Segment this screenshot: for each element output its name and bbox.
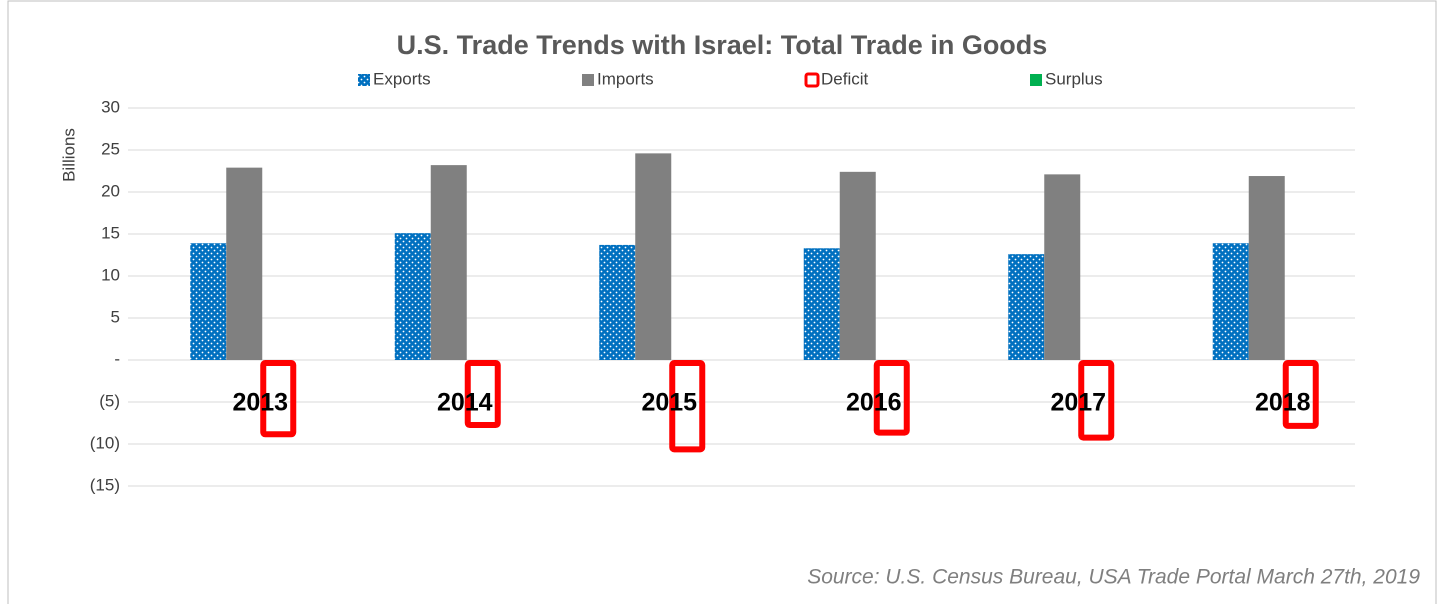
x-tick-label: 2014	[437, 389, 493, 417]
y-tick-label: -	[114, 349, 120, 368]
bar	[873, 360, 910, 436]
source: Source: U.S. Census Bureau, USA Trade Po…	[807, 566, 1420, 589]
bar	[1044, 174, 1081, 360]
y-tick-label: 25	[101, 139, 120, 158]
y-tick-label: (5)	[99, 391, 120, 410]
bar	[1248, 176, 1285, 360]
legend-marker	[804, 72, 820, 88]
bar	[190, 243, 227, 360]
legend-marker	[358, 74, 370, 86]
bar	[226, 167, 263, 360]
y-tick-label: (10)	[90, 433, 120, 452]
bar	[430, 165, 467, 360]
legend-marker	[582, 74, 594, 86]
x-tick-label: 2017	[1050, 389, 1106, 417]
x-tick-label: 2013	[232, 389, 288, 417]
y-tick-label: 15	[101, 223, 120, 242]
legend-label: Surplus	[1045, 69, 1103, 88]
frame	[7, 0, 1437, 604]
bar	[260, 360, 297, 438]
y-axis-label: Billions	[59, 128, 78, 182]
bar	[669, 360, 706, 453]
y-tick-label: 20	[101, 181, 120, 200]
x-tick-label: 2015	[641, 389, 697, 417]
x-tick-label: 2016	[846, 389, 902, 417]
y-tick-label: (15)	[90, 475, 120, 494]
chart-title: U.S. Trade Trends with Israel: Total Tra…	[397, 30, 1048, 60]
bar	[1078, 360, 1115, 441]
bar	[803, 248, 840, 360]
bar	[635, 153, 672, 360]
bar	[599, 244, 636, 360]
bar	[394, 233, 431, 360]
legend-label: Imports	[597, 69, 654, 88]
bar	[1008, 254, 1045, 360]
bar	[839, 171, 876, 360]
y-tick-label: 10	[101, 265, 120, 284]
legend-marker	[1030, 74, 1042, 86]
bar	[464, 360, 501, 429]
legend-label: Deficit	[821, 69, 869, 88]
y-tick-label: 30	[101, 97, 120, 116]
x-tick-label: 2018	[1255, 389, 1311, 417]
bar	[1282, 360, 1319, 429]
bar	[1212, 243, 1249, 360]
legend-label: Exports	[373, 69, 431, 88]
y-tick-label: 5	[111, 307, 120, 326]
